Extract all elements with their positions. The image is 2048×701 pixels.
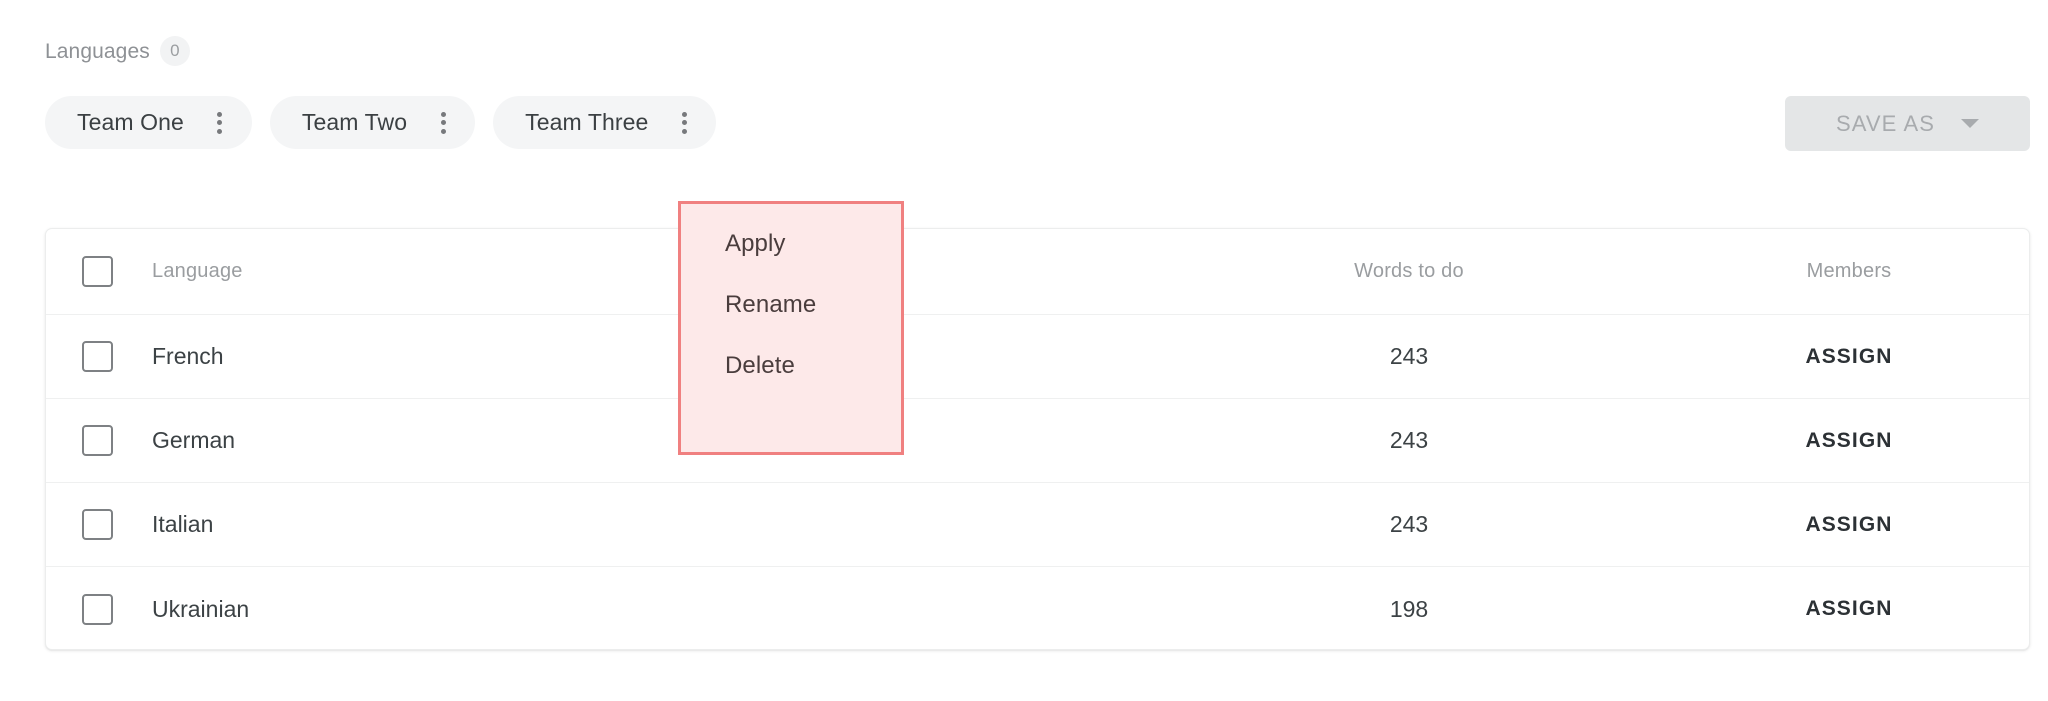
team-chip-team-one[interactable]: Team One xyxy=(45,96,252,149)
row-checkbox[interactable] xyxy=(81,509,113,540)
table-row: German 243 ASSIGN xyxy=(46,399,2029,483)
team-chip-team-three[interactable]: Team Three xyxy=(493,96,717,149)
row-select-cell xyxy=(46,593,148,625)
context-menu-item-rename[interactable]: Rename xyxy=(725,291,817,318)
cell-language: German xyxy=(152,427,236,453)
more-vert-icon[interactable] xyxy=(210,110,230,136)
row-select-cell xyxy=(46,341,148,372)
cell-words-to-do: 243 xyxy=(1389,511,1429,537)
team-chips-row: Team One Team Two Team Three xyxy=(45,96,717,149)
row-select-cell xyxy=(46,425,148,456)
page-title-group: Languages 0 xyxy=(45,36,190,66)
page-title: Languages xyxy=(45,39,150,63)
column-header-words-to-do: Words to do xyxy=(1354,260,1464,282)
more-vert-icon[interactable] xyxy=(433,110,453,136)
save-as-label: SAVE AS xyxy=(1835,110,1935,136)
team-chip-label: Team Three xyxy=(525,109,649,135)
table-row: Ukrainian 198 ASSIGN xyxy=(46,567,2029,649)
table-row: French 243 ASSIGN xyxy=(46,315,2029,399)
context-menu-item-apply[interactable]: Apply xyxy=(725,230,786,257)
row-checkbox[interactable] xyxy=(81,341,113,372)
cell-words-to-do: 243 xyxy=(1389,343,1429,369)
team-chip-label: Team Two xyxy=(301,109,408,135)
row-select-cell xyxy=(46,509,148,540)
languages-table: Language Words to do Members French 243 … xyxy=(45,228,2030,650)
cell-language: Ukrainian xyxy=(152,595,250,622)
team-chip-label: Team One xyxy=(77,109,184,135)
row-checkbox[interactable] xyxy=(81,425,113,456)
cell-members: ASSIGN xyxy=(1669,513,2029,537)
team-chip-team-two[interactable]: Team Two xyxy=(269,96,476,149)
cell-words-to-do: 198 xyxy=(1389,595,1429,622)
cell-members: ASSIGN xyxy=(1669,345,2029,369)
select-all-checkbox[interactable] xyxy=(81,256,113,287)
row-checkbox[interactable] xyxy=(81,593,113,625)
cell-members: ASSIGN xyxy=(1669,597,2029,621)
more-vert-icon[interactable] xyxy=(674,110,694,136)
cell-language: Italian xyxy=(152,511,214,537)
assign-button[interactable]: ASSIGN xyxy=(1805,344,1893,368)
select-all-cell xyxy=(46,256,148,287)
cell-words-to-do: 243 xyxy=(1389,427,1429,453)
context-menu-item-delete[interactable]: Delete xyxy=(725,352,795,379)
table-row: Italian 243 ASSIGN xyxy=(46,483,2029,567)
languages-count-badge: 0 xyxy=(159,36,190,66)
column-header-members: Members xyxy=(1806,260,1892,282)
team-context-menu: Apply Rename Delete xyxy=(678,201,904,455)
assign-button[interactable]: ASSIGN xyxy=(1805,428,1893,452)
cell-members: ASSIGN xyxy=(1669,429,2029,453)
column-header-language: Language xyxy=(152,260,243,282)
chevron-down-icon xyxy=(1961,119,1979,128)
assign-button[interactable]: ASSIGN xyxy=(1805,597,1893,620)
table-header-row: Language Words to do Members xyxy=(46,229,2029,315)
assign-button[interactable]: ASSIGN xyxy=(1805,512,1893,536)
cell-language: French xyxy=(152,343,224,369)
save-as-button[interactable]: SAVE AS xyxy=(1785,96,2030,151)
